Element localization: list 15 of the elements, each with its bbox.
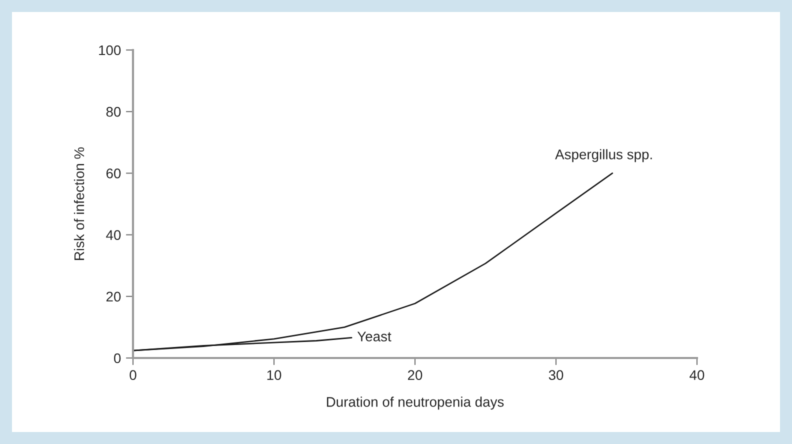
y-tick-label: 80 [106,106,121,117]
x-tick-label: 10 [267,370,282,380]
x-axis-title: Duration of neutropenia days [326,396,504,410]
x-tick-label: 40 [690,370,704,380]
x-tick-label: 20 [408,370,422,380]
series-label: Aspergillus spp. [555,149,652,162]
y-tick-label: 100 [99,45,121,56]
x-tick-label: 0 [130,370,136,380]
y-tick-label: 60 [106,168,121,178]
y-tick-label: 20 [106,292,121,302]
y-tick-label: 40 [106,230,121,240]
x-tick-label: 30 [548,370,564,380]
y-axis-title: Risk of infection % [74,147,84,260]
series-label: Yeast [357,332,392,342]
y-tick-label: 0 [114,353,121,364]
